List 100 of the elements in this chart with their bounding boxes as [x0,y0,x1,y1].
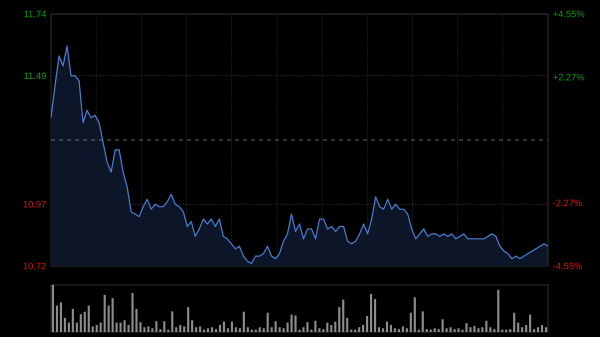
y2-tick-label: +4.55% [553,10,584,18]
bar [294,316,297,332]
bar [473,326,476,332]
bar [513,312,516,332]
bar [398,329,400,332]
bar [382,328,384,332]
y2-tick-label: -2.27% [553,200,582,206]
bar [179,324,182,332]
bar [76,322,78,332]
bar [386,322,388,332]
bar [143,327,146,332]
bar [199,326,202,332]
bar [68,322,70,332]
bar [406,328,408,332]
bar [450,327,452,332]
bar [155,321,158,332]
bar [278,327,281,332]
bar [222,322,226,332]
bar [147,326,150,332]
bar [96,324,98,332]
bar [544,327,548,332]
bar [191,320,194,332]
bar [370,294,372,332]
bar [286,322,289,332]
bar [151,328,154,332]
bar [242,312,245,332]
bar [318,328,320,332]
bar [159,329,162,332]
y-tick-label: 10.72 [24,262,46,270]
bar [481,327,484,332]
bar [322,329,324,332]
bar [489,327,492,332]
bar [112,298,114,332]
bar [116,322,118,332]
bar [366,316,368,332]
bar [414,297,416,332]
y2-tick-label: -4.55% [553,262,582,270]
bar [446,328,448,332]
bar [394,328,396,332]
bar [238,328,241,332]
bar [206,328,210,332]
bar [302,327,305,332]
bar [469,327,472,332]
bar [314,320,316,332]
bar [442,319,444,332]
bar [306,322,309,332]
bar [290,314,293,332]
bar [195,327,198,332]
bar [465,323,468,332]
bar [358,327,360,332]
bar [226,328,229,332]
bar [214,329,218,332]
bar [88,306,90,332]
bar [171,311,174,332]
bar [422,311,424,332]
bar [163,321,166,332]
bar [127,324,130,332]
bar [123,320,126,332]
bar [218,324,222,332]
bar [374,299,376,332]
bar [104,294,106,332]
y-tick-label: 11.49 [24,72,46,80]
bar [342,300,344,332]
bar [131,292,134,332]
bar [135,308,138,332]
bar [362,324,364,332]
bar [485,320,488,332]
bar [521,327,524,332]
bar [525,324,528,332]
bar [529,314,532,332]
bar [330,324,332,332]
bar [274,321,277,332]
bar [210,327,214,332]
bar [457,328,460,332]
bar [497,290,500,332]
bar [434,328,436,332]
bar [282,328,285,332]
bar [72,308,74,332]
bar [187,307,190,332]
bar [378,327,380,332]
bar [266,312,269,332]
bar [536,327,540,332]
bar [56,306,58,332]
bar [60,302,62,332]
y-tick-label: 10.97 [24,200,46,208]
bar [533,329,536,332]
bar [139,322,142,332]
y2-tick-label: +2.27% [553,74,584,80]
bar [454,329,456,332]
bar [52,284,54,332]
bar [234,327,237,332]
bar [390,324,392,332]
bar [120,322,122,332]
bar [438,329,440,332]
bar [80,314,82,332]
y-tick-label: 11.74 [24,10,46,18]
bar [540,324,544,332]
bar [230,322,233,332]
bar [477,328,480,332]
bar [326,322,328,332]
